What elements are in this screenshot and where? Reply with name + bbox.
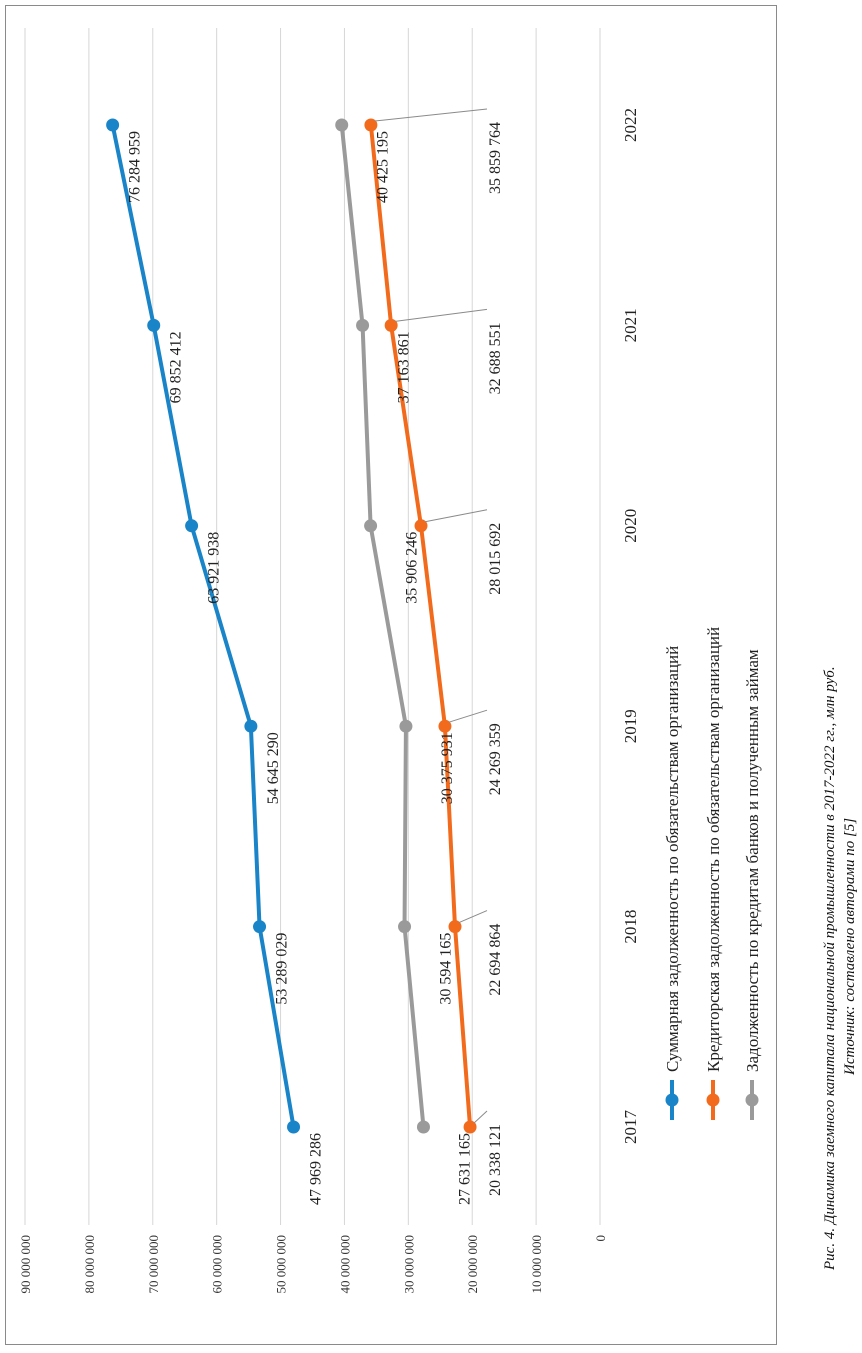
data-label: 30 594 165	[438, 933, 455, 1005]
data-label: 30 375 931	[439, 732, 456, 804]
legend-swatch-marker	[706, 1093, 720, 1107]
legend-swatch-marker	[745, 1093, 759, 1107]
data-label: 24 269 359	[487, 723, 504, 795]
series-line	[110, 124, 296, 1128]
data-label: 37 163 861	[396, 331, 413, 403]
data-point	[364, 118, 378, 132]
data-label: 22 694 864	[487, 924, 504, 996]
series-line	[368, 124, 473, 1128]
data-label: 47 969 286	[308, 1133, 325, 1205]
data-point	[147, 318, 161, 332]
data-point	[356, 318, 370, 332]
data-point	[253, 920, 267, 934]
tick-label: 90 000 000	[18, 1235, 33, 1294]
data-label: 76 284 959	[127, 131, 144, 203]
data-point	[335, 118, 349, 132]
data-point	[463, 1120, 477, 1134]
leader-line	[424, 509, 488, 523]
data-point	[384, 318, 398, 332]
data-point	[185, 519, 199, 533]
tick-label: 80 000 000	[82, 1235, 97, 1294]
data-point	[416, 1120, 430, 1134]
leader-line	[395, 308, 488, 322]
data-label: 28 015 692	[487, 523, 504, 595]
tick-label: 60 000 000	[210, 1235, 225, 1294]
data-point	[414, 519, 428, 533]
category-label: 2017	[621, 1110, 640, 1145]
data-label: 40 425 195	[375, 131, 392, 203]
data-label: 35 906 246	[404, 532, 421, 604]
data-label: 63 921 938	[206, 532, 223, 604]
data-point	[448, 920, 462, 934]
caption-line-2: Источник: составлено авторами по [5]	[842, 818, 858, 1076]
legend-label: Задолженность по кредитам банков и получ…	[743, 649, 762, 1072]
series-line	[339, 124, 426, 1128]
data-label: 35 859 764	[487, 122, 504, 194]
tick-label: 40 000 000	[337, 1235, 352, 1294]
category-label: 2020	[621, 509, 640, 543]
data-label: 32 688 551	[487, 322, 504, 394]
tick-label: 30 000 000	[401, 1235, 416, 1294]
legend-label: Суммарная задолженность по обязательства…	[663, 646, 682, 1072]
data-point	[244, 719, 258, 733]
legend-label: Кредиторская задолженность по обязательс…	[704, 627, 723, 1072]
category-label: 2018	[621, 910, 640, 944]
data-label: 20 338 121	[487, 1124, 504, 1196]
category-label: 2021	[621, 308, 640, 342]
tick-label: 20 000 000	[465, 1235, 480, 1294]
legend-swatch-marker	[665, 1093, 679, 1107]
tick-label: 50 000 000	[274, 1235, 289, 1294]
leader-line	[374, 108, 488, 122]
data-point	[398, 920, 412, 934]
data-point	[438, 719, 452, 733]
leader-line	[473, 1110, 488, 1124]
data-point	[106, 118, 120, 132]
leader-line	[448, 709, 488, 723]
tick-label: 70 000 000	[146, 1235, 161, 1294]
figure-caption: Рис. 4. Динамика заемного капитала нацио…	[800, 100, 862, 1280]
caption-line-1: Рис. 4. Динамика заемного капитала нацио…	[822, 666, 838, 1271]
leader-line	[458, 910, 488, 924]
tick-label: 10 000 000	[529, 1235, 544, 1294]
data-label: 27 631 165	[456, 1133, 473, 1205]
chart-border	[5, 5, 777, 1345]
data-label: 53 289 029	[274, 933, 291, 1005]
data-point	[364, 519, 378, 533]
data-label: 54 645 290	[265, 732, 282, 804]
data-point	[287, 1120, 301, 1134]
data-label: 69 852 412	[168, 331, 185, 403]
category-label: 2019	[621, 709, 640, 743]
category-label: 2022	[621, 108, 640, 142]
data-point	[399, 719, 413, 733]
tick-label: 0	[593, 1235, 608, 1242]
